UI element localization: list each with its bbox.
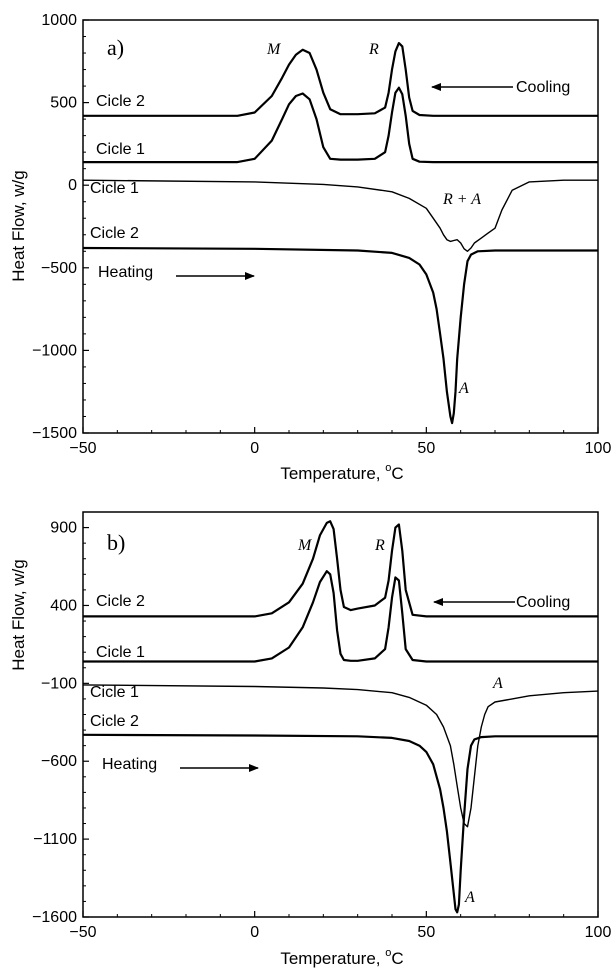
panel-b-peak-m-label: M	[297, 537, 313, 554]
panel-a-x-tick-label: −50	[69, 440, 96, 457]
panel-b-heating-cicle1-line	[82, 684, 599, 828]
panel-a-cooling-label: Cooling	[516, 79, 570, 96]
panel-a-y-tick-label: −1000	[32, 342, 77, 359]
panel-b-x-tick-label: −50	[69, 924, 96, 941]
panel-b-x-axis-degree: o	[385, 947, 391, 959]
panel-a-x-tick-label: 100	[585, 440, 612, 457]
panel-b-y-tick-label: 400	[50, 597, 77, 614]
panel-b-x-axis-unit: C	[391, 949, 403, 968]
panel-a-x-axis-degree: o	[385, 462, 391, 474]
panel-b-y-axis-title: Heat Flow, w/g	[9, 559, 28, 671]
panel-b-y-tick-label: −1100	[33, 831, 77, 848]
panel-a-cooling-cicle1-line	[83, 86, 598, 164]
panel-b-x-tick-label: 0	[250, 924, 259, 941]
panel-b-label: b)	[107, 530, 125, 555]
panel-a-y-tick-label: −1500	[32, 425, 77, 442]
panel-a-y-tick-label: 0	[68, 177, 77, 194]
panel-b-y-tick-label: −1600	[32, 909, 77, 926]
panel-a-label: a)	[107, 35, 124, 60]
panel-b-heating-label: Heating	[102, 756, 157, 773]
panel-b-cooling-cicle2-line	[83, 520, 598, 618]
panel-a-cooling-cicle2-line	[83, 41, 598, 117]
panel-b-y-tick-label: −100	[41, 675, 77, 692]
panel-b-x-axis-title-text: Temperature,	[280, 949, 385, 968]
panel-a-x-axis-title-text: Temperature,	[280, 464, 385, 483]
panel-b-peak-a1-label: A	[492, 675, 503, 692]
panel-a-peak-r-label: R	[368, 41, 379, 58]
panel-a-peak-m-label: M	[266, 41, 282, 58]
panel-a-heating-cicle1-line	[82, 179, 598, 253]
panel-a-heating-cicle2-line	[82, 246, 598, 425]
panel-a-y-axis-title: Heat Flow, w/g	[9, 170, 28, 282]
panel-b-heating-cicle2-label: Cicle 2	[90, 713, 139, 730]
panel-a-cooling-cicle1-label: Cicle 1	[96, 141, 145, 158]
panel-a-y-tick-label: −500	[41, 260, 77, 277]
panel-b-plot-frame	[82, 511, 599, 918]
panel-b-x-tick-label: 100	[585, 924, 612, 941]
panel-a-x-tick-label: 0	[250, 440, 259, 457]
panel-b-y-tick-label: 900	[50, 520, 77, 537]
panel-a-x-axis-title: Temperature, oC	[280, 462, 403, 483]
panel-a-heating-label: Heating	[98, 264, 153, 281]
panel-b-cooling-label: Cooling	[516, 594, 570, 611]
panel-a-cooling-cicle2-label: Cicle 2	[96, 93, 145, 110]
panel-b-x-tick-label: 50	[417, 924, 435, 941]
panel-b-y-tick-label: −600	[41, 753, 77, 770]
panel-b-heating-cicle1-label: Cicle 1	[90, 684, 139, 701]
panel-a-x-tick-label: 50	[417, 440, 435, 457]
panel-b-heating-cicle2-line	[82, 733, 598, 914]
panel-b-cooling-cicle1-label: Cicle 1	[96, 644, 145, 661]
panel-a-x-axis-unit: C	[391, 464, 403, 483]
panel-a-y-tick-label: 500	[50, 95, 77, 112]
panel-a-heating-cicle1-label: Cicle 1	[90, 180, 139, 197]
panel-b-peak-a2-label: A	[464, 889, 475, 906]
panel-a-peak-ra-label: R + A	[442, 191, 481, 208]
panel-b-cooling-cicle2-label: Cicle 2	[96, 593, 145, 610]
panel-b-peak-r-label: R	[374, 537, 385, 554]
panel-a-plot-frame	[82, 19, 599, 434]
panel-a-y-tick-label: 1000	[41, 12, 77, 29]
panel-b-cooling-cicle1-line	[83, 570, 598, 663]
panel-a-heating-cicle2-label: Cicle 2	[90, 225, 139, 242]
panel-a-peak-a-label: A	[458, 380, 469, 397]
panel-b-x-axis-title: Temperature, oC	[280, 947, 403, 968]
